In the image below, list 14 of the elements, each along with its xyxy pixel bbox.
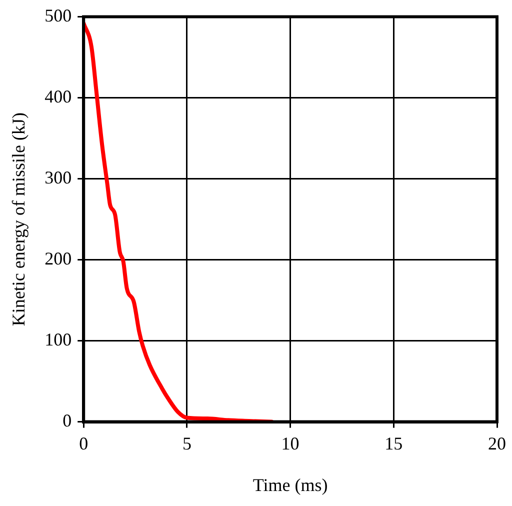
- x-tick-label: 5: [182, 433, 192, 454]
- y-axis-title: Kinetic energy of missile (kJ): [8, 112, 29, 326]
- x-tick-label: 0: [79, 433, 88, 454]
- x-axis-title: Time (ms): [252, 474, 328, 495]
- y-tick-label: 0: [62, 410, 72, 431]
- y-tick-label: 500: [44, 6, 72, 26]
- y-tick-label: 200: [44, 248, 72, 269]
- y-tick-label: 100: [44, 330, 72, 350]
- line-series: [84, 21, 274, 422]
- y-tick-label: 400: [44, 86, 72, 107]
- x-tick-label: 15: [384, 433, 403, 454]
- y-tick-label: 300: [44, 168, 72, 188]
- x-tick-label: 20: [488, 433, 506, 454]
- x-tick-label: 10: [281, 433, 300, 454]
